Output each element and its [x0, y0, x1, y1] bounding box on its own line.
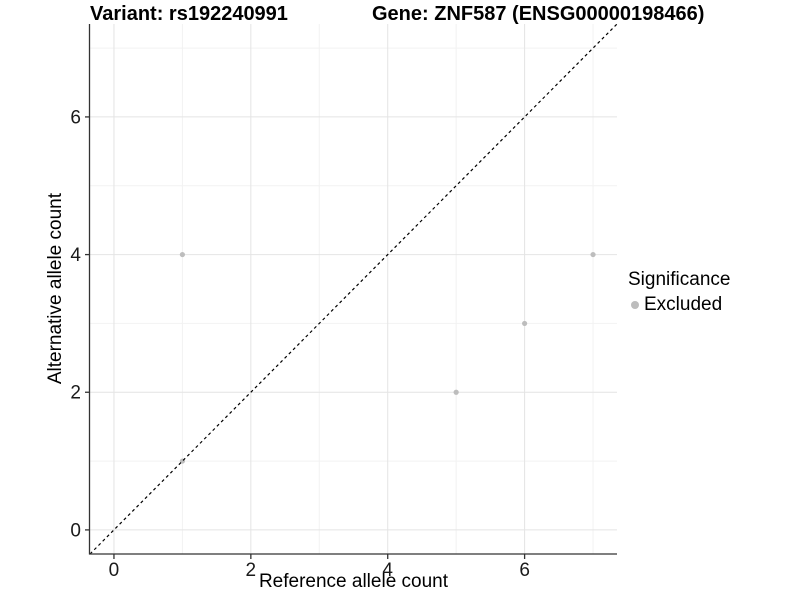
y-tick-label: 0: [70, 520, 81, 541]
identity-line: [89, 24, 618, 555]
y-tick-label: 6: [70, 107, 81, 128]
variant-title: Variant: rs192240991: [90, 3, 288, 25]
legend: Significance Excluded: [628, 269, 730, 316]
plot-panel: 0 2 4 6 0 2 4 6: [70, 24, 618, 581]
legend-title: Significance: [628, 269, 731, 290]
data-point: [179, 251, 185, 258]
data-point: [590, 251, 596, 258]
data-point: [522, 320, 528, 327]
y-tick-label: 2: [70, 383, 81, 404]
legend-item-label: Excluded: [644, 294, 723, 315]
x-tick-label: 2: [246, 560, 257, 581]
y-axis-title-wrap: Alternative allele count: [44, 24, 68, 554]
x-tick-label: 0: [109, 560, 120, 581]
gene-title: Gene: ZNF587 (ENSG00000198466): [372, 3, 705, 25]
y-axis-title: Alternative allele count: [45, 193, 66, 385]
x-tick-label: 6: [519, 560, 530, 581]
data-point: [453, 389, 459, 395]
legend-key-dot-icon: [631, 301, 639, 309]
y-tick-label: 4: [70, 245, 81, 266]
legend-item-excluded: Excluded: [628, 294, 730, 316]
x-axis-title: Reference allele count: [258, 571, 449, 592]
x-tick-label: 4: [382, 560, 393, 581]
